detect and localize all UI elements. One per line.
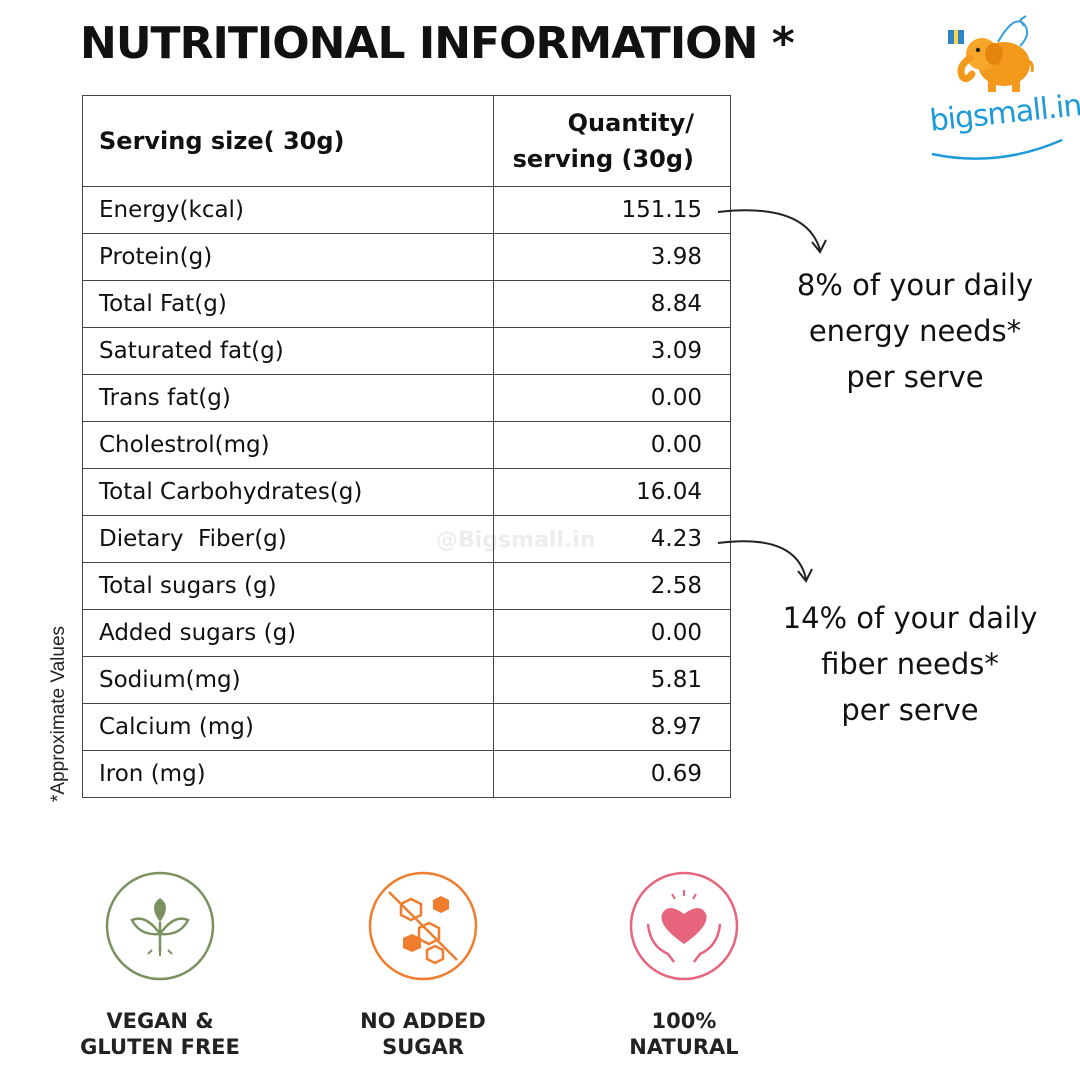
- nutrient-label: Saturated fat(g): [82, 327, 494, 375]
- nutrient-label: Energy(kcal): [82, 186, 494, 234]
- table-row: Total Carbohydrates(g) 16.04: [82, 468, 731, 516]
- nutrient-label: Total Carbohydrates(g): [82, 468, 494, 516]
- approximate-values-note: *Approximate Values: [48, 625, 69, 802]
- quantity-header: Quantity/ serving (30g): [493, 95, 731, 187]
- nutrient-value: 5.81: [493, 656, 731, 704]
- nutrient-label: Trans fat(g): [82, 374, 494, 422]
- energy-callout: 8% of your daily energy needs* per serve: [790, 262, 1040, 400]
- energy-callout-line1: 8% of your daily: [796, 268, 1034, 302]
- table-row: Saturated fat(g) 3.09: [82, 327, 731, 375]
- nutrient-label: Total sugars (g): [82, 562, 494, 610]
- table-row: Added sugars (g) 0.00: [82, 609, 731, 657]
- nutrient-value: 8.84: [493, 280, 731, 328]
- plant-sprout-icon: [105, 871, 215, 981]
- nutrient-value: 0.00: [493, 374, 731, 422]
- table-header-row: Serving size( 30g) Quantity/ serving (30…: [82, 95, 731, 187]
- fiber-callout-line2: fiber needs*: [821, 647, 999, 681]
- no-sugar-badge-line2: SUGAR: [382, 1035, 464, 1059]
- nutrient-value: 4.23: [493, 515, 731, 563]
- natural-badge-label: 100% NATURAL: [564, 1008, 804, 1060]
- nutrition-table: Serving size( 30g) Quantity/ serving (30…: [82, 95, 731, 798]
- nutrient-label: Iron (mg): [82, 750, 494, 798]
- table-row: Cholestrol(mg) 0.00: [82, 421, 731, 469]
- nutrient-value: 2.58: [493, 562, 731, 610]
- nutrient-label: Protein(g): [82, 233, 494, 281]
- fiber-arrow-icon: [717, 540, 813, 583]
- nutrient-value: 0.69: [493, 750, 731, 798]
- serving-size-header: Serving size( 30g): [82, 95, 494, 187]
- nutrient-label: Dietary Fiber(g): [82, 515, 494, 563]
- nutrient-value: 0.00: [493, 609, 731, 657]
- quantity-header-line1: Quantity/: [567, 109, 694, 137]
- energy-callout-line3: per serve: [846, 360, 984, 394]
- table-row: Iron (mg) 0.69: [82, 750, 731, 798]
- nutrient-value: 3.98: [493, 233, 731, 281]
- vegan-badge-line2: GLUTEN FREE: [80, 1035, 240, 1059]
- page-title: NUTRITIONAL INFORMATION *: [80, 18, 795, 69]
- brand-logo: bigsmall.in: [928, 14, 1080, 164]
- table-row: Total sugars (g) 2.58: [82, 562, 731, 610]
- nutrient-value: 3.09: [493, 327, 731, 375]
- nutrient-value: 0.00: [493, 421, 731, 469]
- logo-swoosh: [931, 138, 1063, 160]
- nutrient-label: Calcium (mg): [82, 703, 494, 751]
- natural-badge-line1: 100%: [651, 1009, 717, 1033]
- nutrient-label: Cholestrol(mg): [82, 421, 494, 469]
- quantity-header-line2: serving (30g): [512, 145, 694, 173]
- heart-hands-icon: [629, 871, 739, 981]
- nutrient-value: 151.15: [493, 186, 731, 234]
- table-row: Total Fat(g) 8.84: [82, 280, 731, 328]
- vegan-badge-label: VEGAN & GLUTEN FREE: [40, 1008, 280, 1060]
- nutrient-label: Sodium(mg): [82, 656, 494, 704]
- elephant-gift-icon: [948, 15, 1034, 92]
- no-sugar-badge-label: NO ADDED SUGAR: [303, 1008, 543, 1060]
- natural-badge-line2: NATURAL: [629, 1035, 739, 1059]
- table-row: Protein(g) 3.98: [82, 233, 731, 281]
- fiber-callout-line3: per serve: [841, 693, 979, 727]
- table-row: Sodium(mg) 5.81: [82, 656, 731, 704]
- nutrient-label: Added sugars (g): [82, 609, 494, 657]
- table-row: Dietary Fiber(g) 4.23: [82, 515, 731, 563]
- nutrient-value: 16.04: [493, 468, 731, 516]
- no-sugar-badge-line1: NO ADDED: [360, 1009, 486, 1033]
- table-row: Calcium (mg) 8.97: [82, 703, 731, 751]
- no-sugar-cubes-icon: [368, 871, 478, 981]
- energy-callout-line2: energy needs*: [808, 314, 1022, 348]
- fiber-callout-line1: 14% of your daily: [782, 601, 1038, 635]
- energy-arrow-icon: [717, 209, 827, 254]
- table-row: Energy(kcal) 151.15: [82, 186, 731, 234]
- nutrient-value: 8.97: [493, 703, 731, 751]
- nutrient-label: Total Fat(g): [82, 280, 494, 328]
- fiber-callout: 14% of your daily fiber needs* per serve: [780, 595, 1040, 733]
- vegan-badge-line1: VEGAN &: [106, 1009, 214, 1033]
- table-row: Trans fat(g) 0.00: [82, 374, 731, 422]
